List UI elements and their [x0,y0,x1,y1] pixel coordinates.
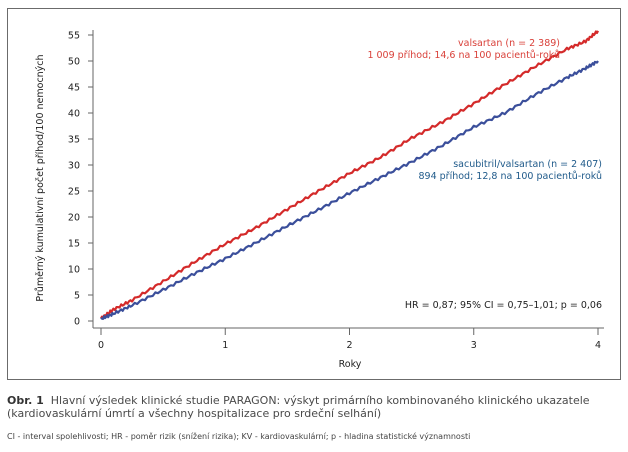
y-tick-label: 40 [68,109,80,120]
figure-footnote: CI - interval spolehlivosti; HR - poměr … [7,432,471,441]
y-tick-label: 50 [68,57,80,68]
valsartan-events-label: 1 009 příhod; 14,6 na 100 pacientů-roků [367,50,560,61]
y-tick-label: 0 [74,317,80,328]
y-tick-label: 45 [68,83,80,94]
y-tick-label: 10 [68,265,80,276]
y-tick-label: 55 [68,31,80,42]
figure-caption-text: Hlavní výsledek klinické studie PARAGON:… [7,394,590,420]
y-axis-title: Průměrný kumulativní počet příhod/100 ne… [35,54,46,301]
axes [92,30,604,329]
y-tick-label: 25 [68,187,80,198]
sacubitril-valsartan-label: sacubitril/valsartan (n = 2 407) [453,159,602,170]
figure-label: Obr. 1 [7,394,44,407]
figure-frame [7,8,621,380]
x-tick-label: 4 [595,340,601,351]
series-line-valsartan [100,30,599,320]
y-tick-label: 15 [68,239,80,250]
y-tick-label: 20 [68,213,80,224]
figure-caption: Obr. 1 Hlavní výsledek klinické studie P… [7,394,617,420]
x-tick-label: 3 [471,340,477,351]
chart: 0 5 10 15 20 25 30 35 40 45 50 55 0 1 2 3 4 Průměrný ku… [35,30,604,370]
y-tick-label: 35 [68,135,80,146]
y-tick-label: 30 [68,161,80,172]
series-line-sacubitril-valsartan [100,60,599,320]
x-tick-label: 0 [98,340,104,351]
y-ticks: 0 5 10 15 20 25 30 35 40 45 50 55 [68,31,93,328]
x-tick-label: 2 [346,340,352,351]
sacubitril-valsartan-events-label: 894 příhod; 12,8 na 100 pacientů-roků [419,171,603,182]
hazard-ratio-annotation: HR = 0,87; 95% CI = 0,75–1,01; p = 0,06 [405,300,602,311]
x-ticks: 0 1 2 3 4 [98,328,601,351]
x-tick-label: 1 [222,340,228,351]
series-group [100,30,599,320]
y-tick-label: 5 [74,291,80,302]
x-axis-title: Roky [339,359,362,370]
valsartan-label: valsartan (n = 2 389) [458,38,560,49]
